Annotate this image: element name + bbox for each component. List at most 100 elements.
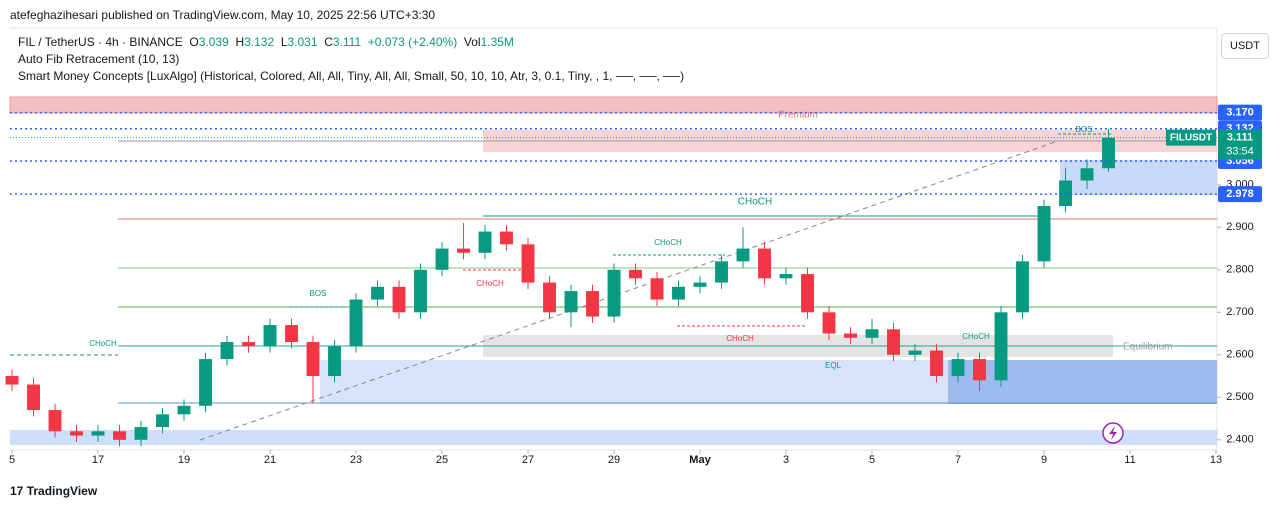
annotation: Premium <box>778 110 818 121</box>
y-tick-label: 2.500 <box>1226 391 1254 403</box>
candle-body <box>328 346 341 377</box>
candle-body <box>91 431 105 436</box>
candle-body <box>564 291 578 313</box>
candle-body <box>392 286 406 313</box>
candle-body <box>543 282 556 313</box>
candle-body <box>134 427 148 440</box>
candle-body <box>908 350 922 355</box>
candle-body <box>371 286 384 300</box>
y-tick-label: 2.800 <box>1226 264 1254 276</box>
price-label-box <box>1218 104 1262 121</box>
candle-body <box>650 278 664 300</box>
symbol: FIL / TetherUS · 4h · BINANCE <box>18 35 183 49</box>
x-tick-label: 5 <box>869 454 875 466</box>
annotation: CHoCH <box>89 339 117 348</box>
ohlc-prefix: L <box>280 35 288 49</box>
candle-body <box>156 414 169 428</box>
ohlc-prefix: H <box>235 35 245 49</box>
candle-body <box>887 329 900 355</box>
candle-body <box>27 384 40 411</box>
last-price-box <box>1218 129 1262 160</box>
candles <box>5 128 1115 447</box>
candle-body <box>5 376 19 385</box>
candle-body <box>199 359 212 406</box>
candle-body <box>1016 261 1029 313</box>
candle-body <box>693 282 707 287</box>
y-tick-label: 2.400 <box>1226 434 1254 446</box>
currency-button[interactable]: USDT <box>1221 33 1269 59</box>
candle-body <box>349 299 363 347</box>
price-label-box <box>1218 186 1262 203</box>
ohlc-prefix: O <box>189 35 199 49</box>
x-tick-label: 3 <box>783 454 789 466</box>
candle-body <box>758 248 771 279</box>
last-price-tag <box>1166 129 1216 146</box>
x-tick-label: May <box>689 454 711 466</box>
candle-body <box>1102 137 1115 169</box>
annotation: CHoCH <box>962 332 990 341</box>
ohlc-prefix: C <box>324 35 333 49</box>
candle-body <box>478 231 492 253</box>
candle-body <box>779 274 793 279</box>
x-tick-label: 11 <box>1124 454 1135 466</box>
countdown: 33:54 <box>1226 146 1254 158</box>
legend: FIL / TetherUS · 4h · BINANCE O3.039 H3.… <box>18 35 514 49</box>
candle-body <box>973 359 986 381</box>
last-price-name: FILUSDT <box>1170 132 1212 143</box>
candle-body <box>285 325 298 343</box>
x-tick-label: 29 <box>608 454 620 466</box>
annotation: CHoCH <box>726 334 754 343</box>
annotation: EQL <box>825 361 842 370</box>
candle-body <box>736 248 750 262</box>
candle-body <box>457 248 470 253</box>
candle-body <box>930 350 943 377</box>
x-tick-label: 23 <box>350 454 362 466</box>
order-block <box>948 360 1217 404</box>
indicator: Auto Fib Retracement (10, 13) <box>18 52 180 66</box>
change: +0.073 (+2.40%) <box>367 35 458 49</box>
ohlc-value: 3.111 <box>332 35 362 49</box>
candle-body <box>414 269 427 313</box>
x-tick-label: 7 <box>955 454 961 466</box>
ohlc-value: 3.031 <box>287 35 318 49</box>
ohlc-value: 3.132 <box>244 35 275 49</box>
x-tick-label: 19 <box>178 454 190 466</box>
indicator: Smart Money Concepts [LuxAlgo] (Historic… <box>18 69 685 83</box>
candle-body <box>435 248 449 270</box>
x-tick-label: 21 <box>264 454 276 466</box>
x-tick-label: 17 <box>92 454 104 466</box>
candle-body <box>629 269 642 279</box>
candle-body <box>48 410 62 432</box>
x-tick-label: 27 <box>522 454 534 466</box>
premium-zone <box>9 96 1218 114</box>
candle-body <box>672 286 685 300</box>
candle-body <box>220 342 234 360</box>
candle-body <box>500 231 513 245</box>
y-tick-label: 2.700 <box>1226 306 1254 318</box>
candle-body <box>715 261 728 283</box>
candle-body <box>1080 168 1094 181</box>
candle-body <box>242 342 255 347</box>
x-tick-label: 13 <box>1210 454 1222 466</box>
y-tick-label: 2.600 <box>1226 349 1254 361</box>
candle-body <box>113 431 126 440</box>
annotation: CHoCH <box>654 238 682 247</box>
candle-body <box>263 325 277 347</box>
candle-body <box>607 269 621 317</box>
candle-body <box>70 431 83 436</box>
x-tick-label: 9 <box>1041 454 1047 466</box>
volume-prefix: Vol <box>463 35 481 49</box>
fib-trend-line <box>199 140 1059 441</box>
candle-body <box>951 359 965 377</box>
price-label: 3.170 <box>1226 106 1254 118</box>
brand-name: TradingView <box>26 484 98 498</box>
x-tick-label: 25 <box>436 454 448 466</box>
candle-body <box>1059 180 1072 207</box>
candle-body <box>994 312 1008 381</box>
annotation: CHoCH <box>738 197 772 208</box>
brand: 17 TradingView <box>10 484 98 498</box>
candle-body <box>865 329 879 338</box>
header: atefeghazihesari published on TradingVie… <box>10 8 436 22</box>
